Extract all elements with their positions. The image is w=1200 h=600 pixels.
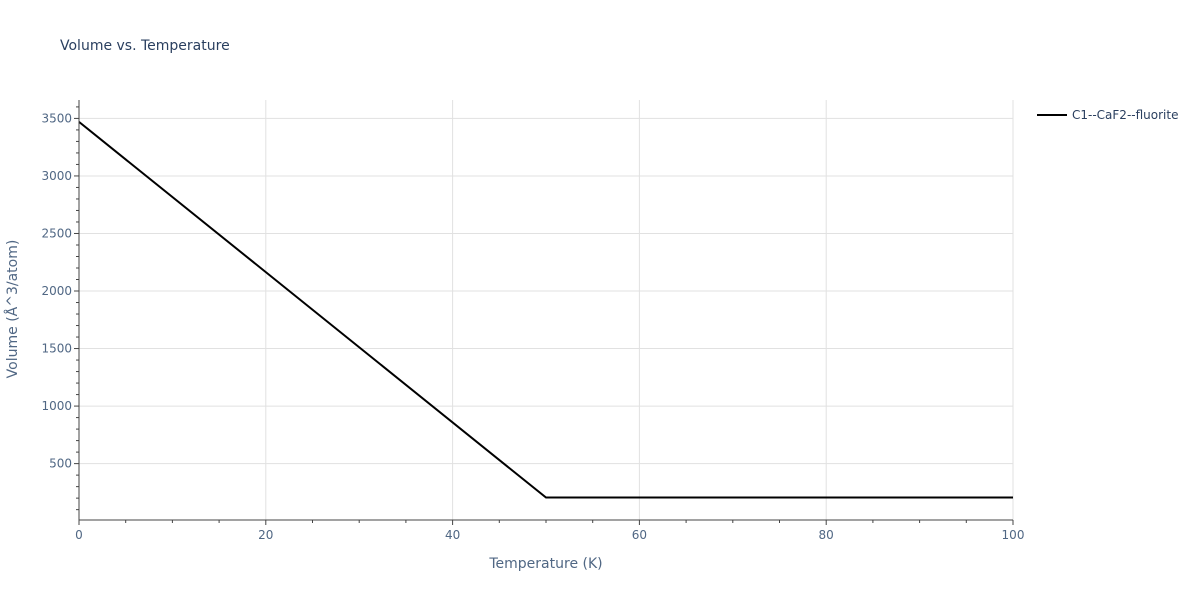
x-axis-title: Temperature (K)	[488, 556, 602, 572]
x-tick-label: 20	[258, 528, 273, 542]
series-layer	[78, 121, 1013, 499]
x-tick-label: 100	[1002, 528, 1025, 542]
y-tick-label: 2500	[41, 226, 72, 240]
legend: C1--CaF2--fluorite	[1037, 108, 1178, 122]
y-tick-label: 1000	[41, 399, 72, 413]
x-tick-label: 40	[445, 528, 460, 542]
axes	[74, 100, 1014, 525]
x-tick-label: 60	[632, 528, 647, 542]
x-tick-label: 80	[819, 528, 834, 542]
y-tick-label: 1500	[41, 342, 72, 356]
y-tick-label: 500	[49, 457, 72, 471]
y-tick-label: 3000	[41, 169, 72, 183]
x-tick-label: 0	[75, 528, 83, 542]
tick-labels: 0 20 40 60 80 100 500 1000 1500 2000 2500 3000 3500	[41, 111, 1024, 542]
y-axis-title: Volume (Å^3/atom)	[4, 240, 21, 379]
legend-label: C1--CaF2--fluorite	[1072, 108, 1178, 122]
y-tick-label: 3500	[41, 111, 72, 125]
series-line	[78, 121, 1013, 499]
grid	[79, 100, 1014, 520]
y-tick-label: 2000	[41, 284, 72, 298]
chart-title: Volume vs. Temperature	[60, 38, 230, 54]
